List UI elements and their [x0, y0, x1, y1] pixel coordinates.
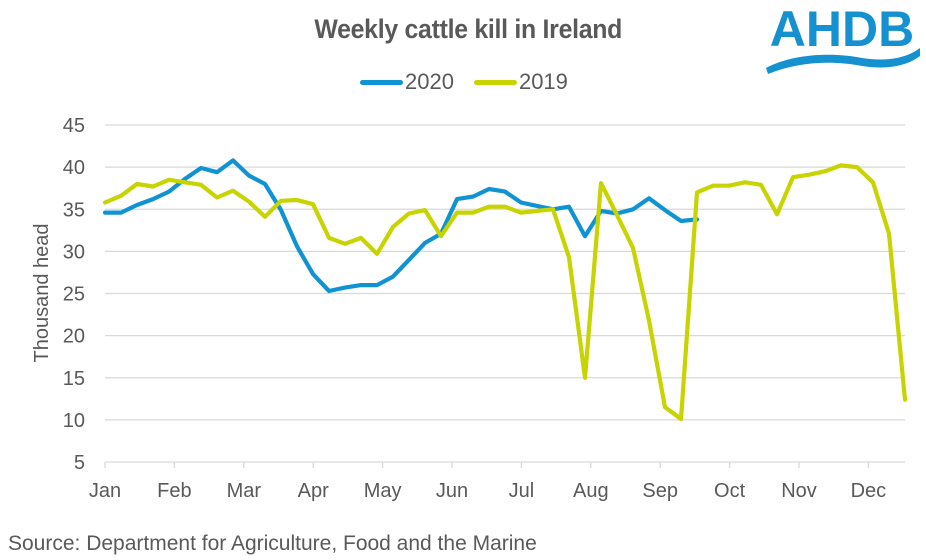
- legend-item-2020: 2020: [360, 69, 454, 95]
- logo-wave-icon: [766, 48, 920, 74]
- x-tick-label-oct: Oct: [714, 480, 746, 502]
- series-points-2019: [104, 165, 906, 420]
- source-note: Source: Department for Agriculture, Food…: [8, 532, 537, 555]
- x-tick-label-jan: Jan: [89, 480, 121, 502]
- legend-label-2020: 2020: [405, 69, 454, 94]
- y-tick-label: 45: [63, 115, 85, 137]
- x-tick-label-mar: Mar: [227, 480, 262, 502]
- y-axis-title: Thousand head: [31, 223, 53, 362]
- series-lines: [102, 158, 908, 422]
- x-tick-label-apr: Apr: [298, 480, 329, 502]
- x-tick-label-aug: Aug: [573, 480, 609, 502]
- chart-title-text: Weekly cattle kill in Ireland: [314, 14, 622, 44]
- legend-swatch-2020: [360, 79, 403, 85]
- y-tick-label: 40: [63, 157, 85, 179]
- chart-title: Weekly cattle kill in Ireland: [0, 14, 926, 45]
- legend: 2020 2019: [360, 69, 588, 95]
- y-tick-label: 5: [74, 452, 85, 474]
- x-tick-label-sep: Sep: [642, 480, 678, 502]
- x-tick-label-jun: Jun: [436, 480, 468, 502]
- legend-swatch-2019: [473, 79, 517, 85]
- series-points-2020: [104, 160, 698, 291]
- x-tick-label-jul: Jul: [509, 480, 535, 502]
- chart-plot: 5 10 15 20 25 30 35 40 45 Jan Feb Mar Apr May Jun Jul A…: [31, 115, 908, 502]
- logo-text: AHDB: [770, 2, 914, 57]
- legend-item-2019: 2019: [473, 69, 568, 95]
- x-tick-label-feb: Feb: [157, 480, 191, 502]
- series-line-2019: [102, 163, 908, 422]
- x-tick-label-may: May: [364, 480, 402, 502]
- y-tick-label: 10: [63, 410, 85, 432]
- series-line-2020: [102, 158, 700, 294]
- y-tick-label: 30: [63, 241, 85, 263]
- gridlines: [105, 124, 905, 421]
- ahdb-logo: AHDB: [766, 2, 920, 74]
- legend-label-2019: 2019: [518, 69, 568, 94]
- x-tick-label-dec: Dec: [851, 480, 887, 502]
- x-tick-label-nov: Nov: [781, 480, 817, 502]
- y-tick-label: 25: [63, 284, 85, 306]
- x-axis: Jan Feb Mar Apr May Jun Jul Aug Sep Oct Nov Dec: [89, 461, 905, 502]
- y-tick-label: 15: [63, 368, 85, 390]
- y-tick-label: 20: [63, 326, 85, 348]
- y-axis-ticks: 5 10 15 20 25 30 35 40 45: [63, 115, 85, 474]
- y-tick-label: 35: [63, 199, 85, 221]
